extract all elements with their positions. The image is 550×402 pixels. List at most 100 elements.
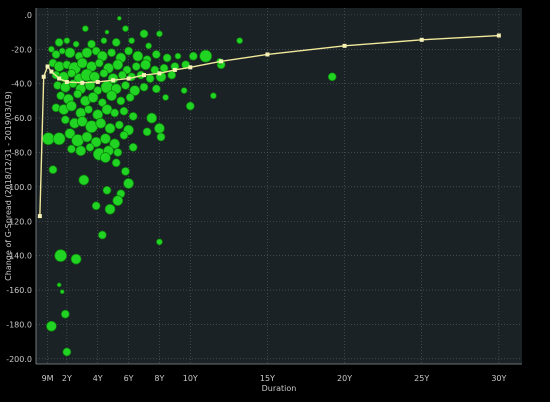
bubble-point — [121, 81, 130, 90]
bubble-point — [87, 39, 96, 49]
curve-point — [496, 33, 501, 38]
bubble-point — [60, 309, 70, 319]
bubble-point — [53, 61, 65, 72]
bubble-point — [94, 58, 104, 68]
plot-area — [36, 8, 522, 364]
x-tick-label: 4Y — [93, 374, 103, 383]
bubble-point — [82, 25, 89, 32]
x-tick-label: 8Y — [154, 374, 164, 383]
bubble-point — [84, 105, 93, 114]
bubble-point — [48, 165, 58, 175]
x-axis-title: Duration — [262, 384, 297, 393]
bubble-point — [100, 152, 111, 163]
y-axis-ticks: .0 -20.0 -40.0 -60.0 -80.0 -100.0 -120.0 -140.0… — [6, 11, 32, 364]
bubble-point — [111, 158, 121, 168]
y-tick-label: -100.0 — [6, 183, 32, 192]
bubble-point — [100, 37, 108, 45]
bubble-point — [107, 48, 116, 58]
bubble-point — [70, 253, 82, 265]
bubble-point — [128, 37, 136, 45]
bubble-point — [54, 249, 68, 263]
bubble-point — [91, 201, 101, 211]
bubble-point — [85, 142, 95, 152]
bubble-point — [114, 120, 124, 130]
x-tick-label: 6Y — [124, 374, 134, 383]
bubble-point — [68, 79, 78, 89]
bubble-point — [101, 104, 113, 115]
curve-point — [172, 67, 177, 72]
y-tick-label: -40.0 — [11, 80, 32, 89]
bubble-point — [104, 203, 116, 215]
bubble-point — [66, 100, 77, 112]
curve-point — [342, 43, 347, 48]
x-tick-label: 2Y — [62, 374, 72, 383]
bubble-point — [162, 94, 169, 101]
curve-point — [45, 64, 50, 69]
curve-point — [419, 37, 424, 42]
bubble-point — [63, 37, 71, 45]
bubble-point — [112, 59, 124, 71]
bubble-point — [139, 29, 149, 39]
x-tick-label: 15Y — [260, 374, 275, 383]
bubble-point — [162, 53, 172, 63]
bubble-point — [102, 185, 112, 195]
curve-point — [95, 79, 100, 84]
bubble-point — [75, 145, 87, 157]
bubble-point — [131, 62, 141, 71]
bubble-point — [64, 128, 76, 139]
bubble-point — [59, 289, 65, 295]
y-tick-label: -120.0 — [6, 217, 32, 226]
bubble-point — [119, 130, 129, 140]
bubble-point — [151, 84, 161, 94]
y-tick-label: -140.0 — [6, 252, 32, 261]
bubble-point — [41, 132, 55, 146]
bubble-point — [112, 195, 124, 206]
bubble-point — [64, 47, 76, 59]
bubble-point — [129, 85, 141, 96]
bubble-point — [60, 115, 70, 125]
y-tick-label: -160.0 — [6, 286, 32, 295]
bubble-point — [106, 90, 117, 102]
bubble-point — [123, 178, 134, 189]
y-tick-label: -180.0 — [6, 320, 32, 329]
bubble-point — [76, 116, 88, 127]
bubble-point — [142, 127, 152, 137]
bubble-point — [180, 87, 188, 94]
bubble-point — [110, 108, 120, 118]
bubble-point — [109, 138, 121, 150]
bubble-point — [78, 174, 90, 186]
bubble-point — [97, 230, 107, 240]
bubble-point — [132, 50, 144, 62]
bubble-point — [139, 82, 149, 92]
bubble-point — [327, 72, 337, 82]
bubble-point — [95, 117, 107, 129]
bubble-point — [154, 123, 165, 134]
curve-point — [188, 65, 193, 70]
bubble-point — [56, 282, 62, 288]
curve-point — [37, 214, 42, 219]
bubble-point — [104, 123, 116, 134]
bubble-point — [67, 69, 76, 78]
bubble-point — [119, 106, 129, 116]
bubble-point — [128, 111, 138, 121]
curve-point — [126, 76, 131, 81]
bubble-point — [99, 69, 109, 78]
bubble-point — [81, 131, 93, 143]
bubble-point — [124, 46, 133, 56]
bubble-point — [81, 47, 93, 59]
bubble-point — [156, 30, 163, 38]
curve-point — [142, 73, 146, 78]
bubble-point — [104, 29, 110, 35]
bubble-point — [46, 320, 57, 332]
bubble-point — [236, 37, 244, 45]
bubble-point — [76, 57, 88, 69]
curve-point — [111, 78, 116, 83]
bubble-point — [189, 51, 198, 61]
curve-point — [41, 74, 46, 79]
bubble-point — [118, 70, 127, 80]
y-tick-label: -80.0 — [11, 148, 32, 157]
bubble-point — [116, 96, 126, 106]
bubble-point — [128, 142, 138, 152]
